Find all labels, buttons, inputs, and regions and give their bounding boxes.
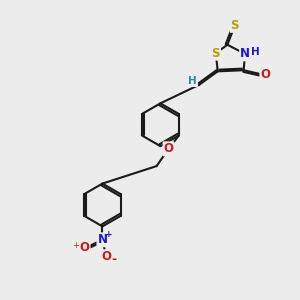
- Text: S: S: [231, 19, 239, 32]
- Text: N: N: [240, 47, 250, 60]
- Text: O: O: [101, 250, 111, 263]
- Text: +: +: [105, 230, 113, 239]
- Text: O: O: [260, 68, 270, 81]
- Text: -: -: [111, 253, 116, 266]
- Text: S: S: [212, 47, 220, 60]
- Text: H: H: [251, 46, 260, 56]
- Text: O: O: [80, 241, 90, 254]
- Text: N: N: [98, 233, 107, 246]
- Text: O: O: [164, 142, 173, 155]
- Text: H: H: [188, 76, 197, 86]
- Text: +: +: [72, 241, 79, 250]
